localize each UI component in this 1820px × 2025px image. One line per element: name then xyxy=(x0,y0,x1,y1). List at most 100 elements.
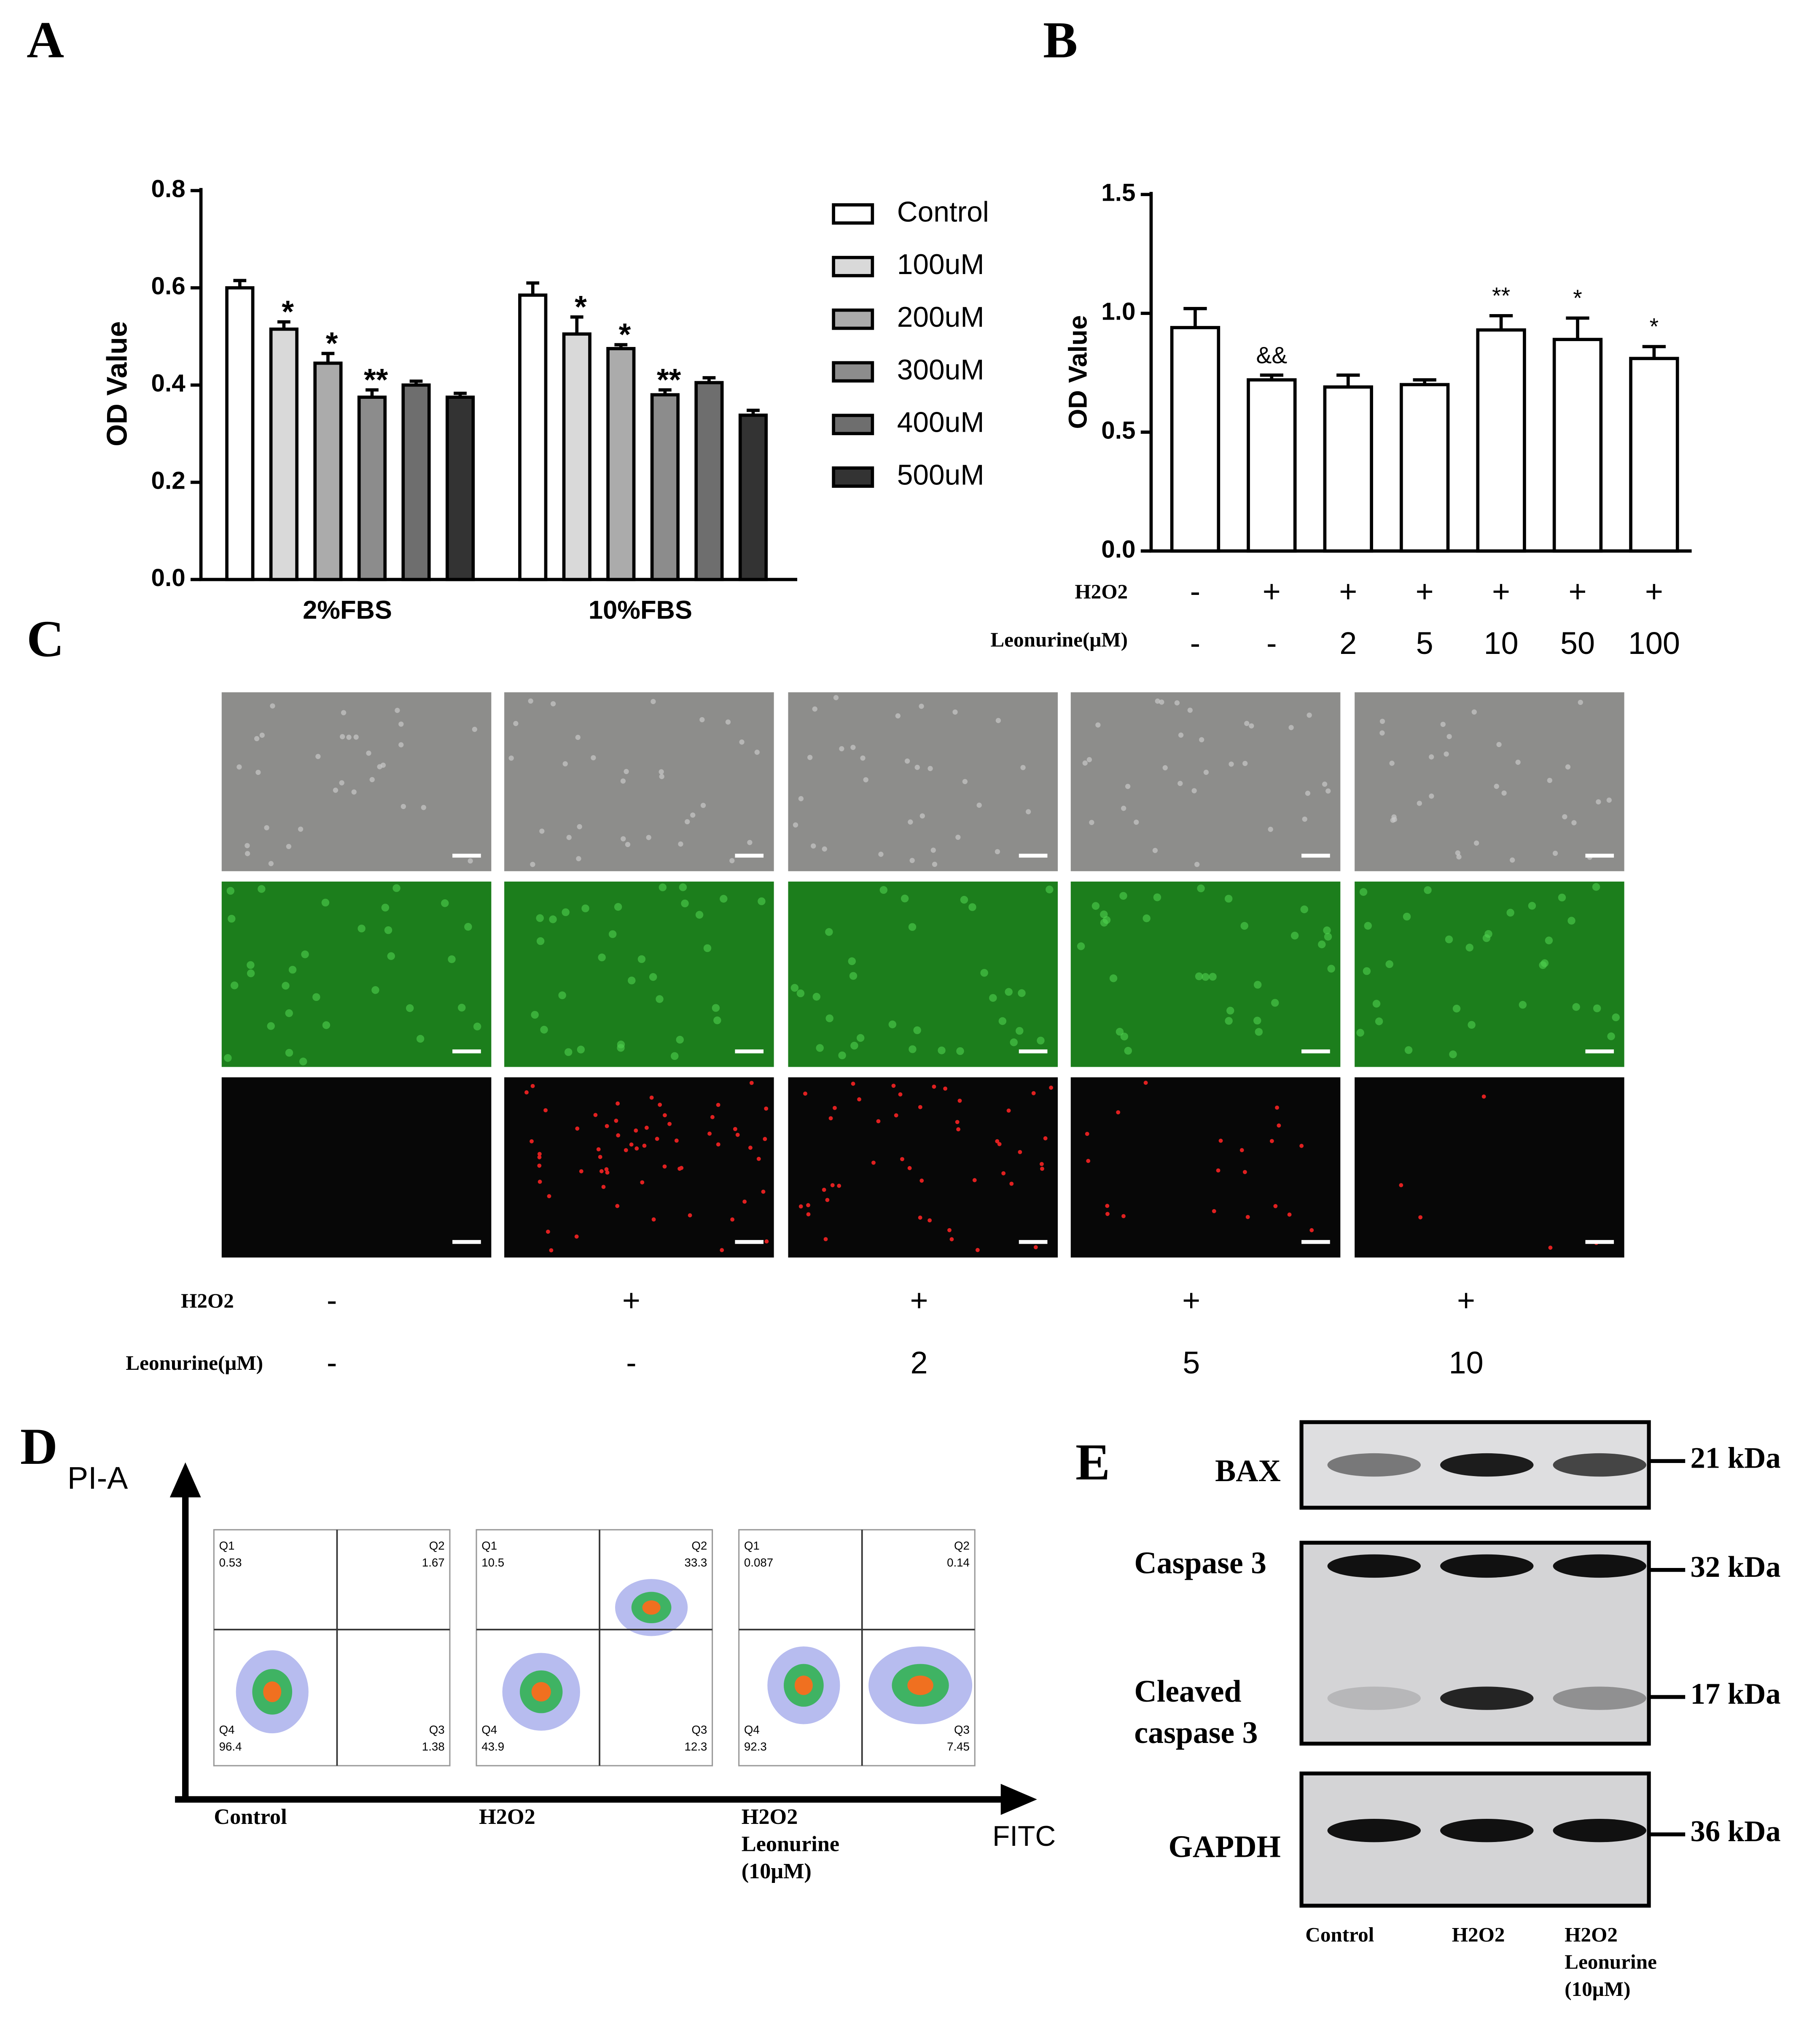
cell xyxy=(938,1046,946,1054)
cell xyxy=(1016,1027,1024,1035)
cell xyxy=(1446,734,1452,740)
quadrant-value: 0.14 xyxy=(947,1556,970,1569)
micrograph xyxy=(788,881,1058,1067)
cell xyxy=(1606,797,1612,803)
cell xyxy=(392,884,401,892)
scatter-peak xyxy=(642,1600,661,1615)
cell xyxy=(1006,1108,1011,1113)
cell xyxy=(1124,1047,1132,1055)
cell xyxy=(1187,707,1193,713)
cell xyxy=(975,1248,980,1252)
cell xyxy=(579,1169,583,1174)
cell xyxy=(960,896,968,904)
y-axis-label: OD Value xyxy=(1064,315,1093,429)
legend-swatch xyxy=(832,255,874,277)
cell xyxy=(531,1011,539,1019)
cell xyxy=(621,836,626,842)
cell xyxy=(1359,888,1368,896)
cell xyxy=(1607,1032,1615,1041)
cell xyxy=(739,739,745,745)
cell xyxy=(629,1142,634,1147)
bar xyxy=(401,383,431,581)
cell xyxy=(998,1017,1007,1025)
cell xyxy=(656,995,664,1003)
cell xyxy=(863,777,868,783)
cell xyxy=(339,780,344,785)
significance: ** xyxy=(364,362,388,397)
cell xyxy=(1253,981,1262,989)
cell xyxy=(593,1113,598,1117)
quadrant-name: Q3 xyxy=(691,1723,707,1736)
y-tick-label: 0.8 xyxy=(151,175,185,203)
significance: * xyxy=(575,289,587,324)
cell xyxy=(538,1180,542,1184)
cell xyxy=(1089,820,1094,825)
band xyxy=(1440,1554,1534,1578)
scatter-peak xyxy=(263,1681,282,1702)
cell xyxy=(1399,1183,1403,1187)
cell xyxy=(596,1147,601,1151)
cell xyxy=(558,991,566,999)
cell xyxy=(1277,1123,1281,1128)
lane-label: H2O2 xyxy=(1452,1923,1505,1946)
cell xyxy=(678,841,683,847)
cell xyxy=(464,922,472,931)
treatment-level: - xyxy=(1266,626,1277,661)
cell xyxy=(798,796,804,801)
micrograph xyxy=(1355,1077,1624,1258)
cell xyxy=(598,953,606,962)
treatment-level: 2 xyxy=(1339,626,1357,661)
cell xyxy=(1389,761,1395,766)
band xyxy=(1327,1819,1421,1842)
cell xyxy=(537,1163,542,1168)
error-bar xyxy=(658,388,672,395)
cell xyxy=(927,766,933,771)
cell xyxy=(667,1121,672,1126)
legend-label: Control xyxy=(897,196,989,228)
significance: ** xyxy=(657,362,681,397)
cell xyxy=(749,1081,754,1085)
cell xyxy=(806,1212,811,1217)
cell xyxy=(956,1127,960,1132)
bar xyxy=(1629,357,1679,553)
treatment-level: 10 xyxy=(1484,626,1519,661)
cell xyxy=(1033,1245,1038,1250)
quadrant-name: Q3 xyxy=(429,1723,445,1736)
cell xyxy=(1229,761,1234,767)
error-bar xyxy=(454,392,467,398)
cell xyxy=(285,1009,293,1017)
cell xyxy=(907,1166,912,1170)
cell xyxy=(301,950,309,958)
error-bar xyxy=(277,320,290,329)
cell xyxy=(625,842,631,847)
cell xyxy=(1159,699,1164,705)
cell xyxy=(871,1160,876,1165)
micrograph xyxy=(1070,1077,1341,1258)
panel-label: B xyxy=(1043,11,1078,69)
cell xyxy=(576,856,581,861)
cell xyxy=(254,736,260,741)
quadrant-value: 1.67 xyxy=(422,1556,445,1569)
error-bar xyxy=(570,315,583,334)
cell xyxy=(398,721,404,727)
cell xyxy=(995,1139,1000,1143)
cell xyxy=(549,915,557,923)
error-bar xyxy=(702,376,716,383)
quadrant-name: Q2 xyxy=(954,1539,970,1552)
cell xyxy=(1212,1209,1216,1213)
axis-label: FITC xyxy=(992,1821,1056,1852)
bar xyxy=(1400,383,1450,553)
cell xyxy=(1043,1136,1048,1140)
cell xyxy=(448,955,456,963)
cell xyxy=(900,1157,904,1162)
cell xyxy=(955,1120,960,1124)
scatter-peak xyxy=(531,1682,551,1702)
quadrant-value: 33.3 xyxy=(684,1556,707,1569)
cell xyxy=(822,846,827,852)
error-bar xyxy=(1642,345,1666,359)
cell xyxy=(384,926,392,934)
cell xyxy=(598,1155,602,1159)
bar xyxy=(562,332,591,581)
cell xyxy=(659,883,667,891)
cell xyxy=(679,883,687,891)
